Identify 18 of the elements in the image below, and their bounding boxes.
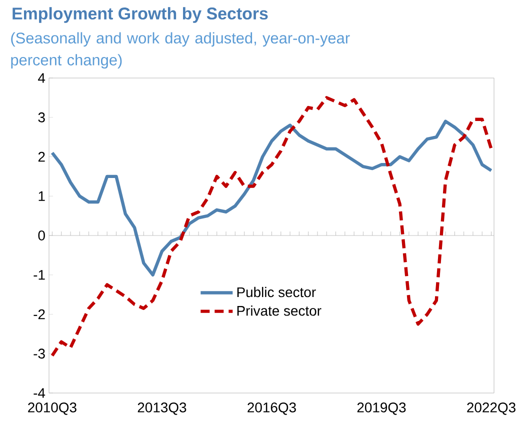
x-tick-label: 2010Q3 (28, 402, 76, 415)
x-tick-label: 2013Q3 (138, 402, 186, 415)
y-tick-label: -1 (34, 270, 45, 280)
y-tick-label: 2 (38, 152, 45, 162)
chart-title: Employment Growth by Sectors (12, 7, 268, 23)
x-tick-label: 2019Q3 (357, 402, 406, 415)
y-tick-label: -3 (34, 348, 45, 359)
y-tick-label: 4 (38, 73, 46, 83)
x-tick-label: 2022Q3 (467, 402, 516, 415)
legend-label: Public sector (237, 286, 316, 298)
y-tick-label: 3 (38, 112, 45, 122)
y-tick-label: 0 (38, 230, 45, 240)
y-tick-label: -2 (34, 309, 45, 320)
y-tick-label: -4 (34, 388, 46, 398)
legend-label: Private sector (237, 306, 322, 316)
y-tick-label: 1 (38, 191, 45, 201)
x-tick-label: 2016Q3 (248, 402, 296, 415)
chart-subtitle: (Seasonally and work day adjusted, year-on-year percent change) (11, 32, 350, 69)
